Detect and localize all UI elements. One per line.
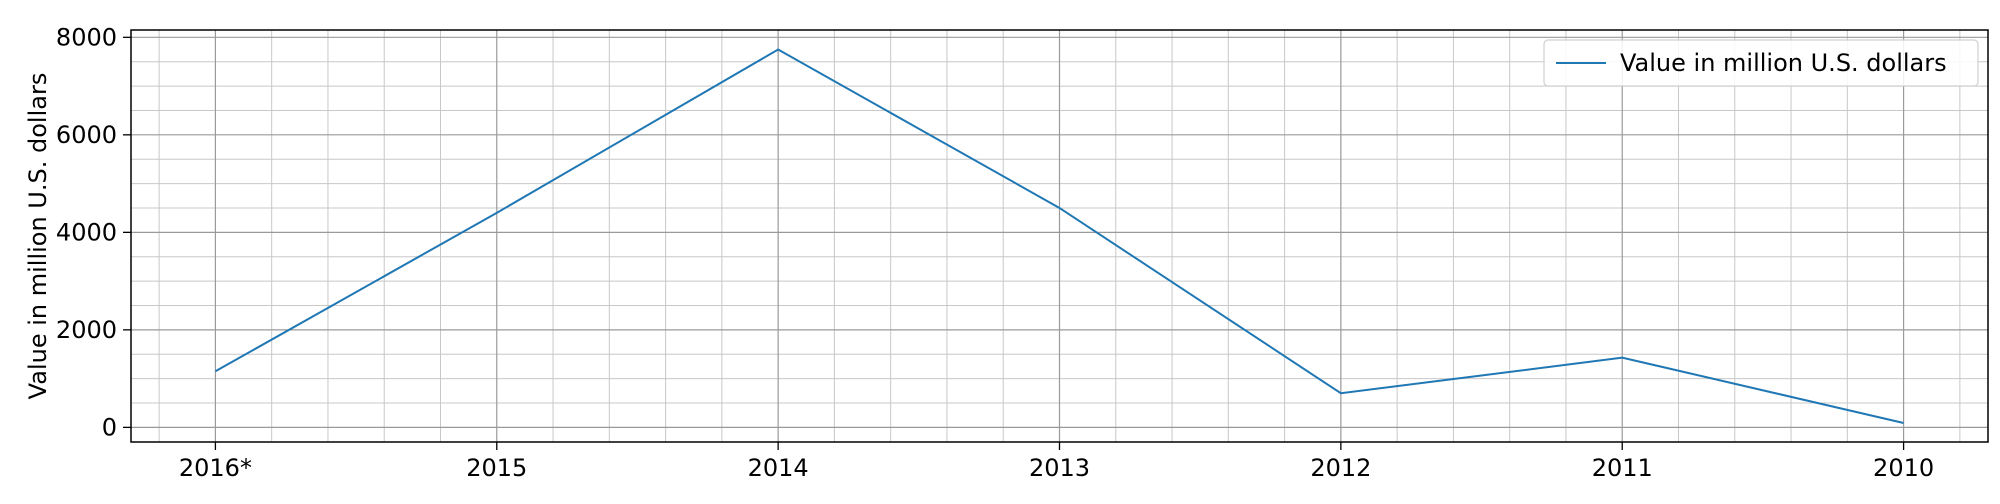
grid-lines <box>131 30 1988 442</box>
legend-label: Value in million U.S. dollars <box>1620 49 1947 77</box>
axes <box>123 29 1989 450</box>
y-tick-label: 0 <box>102 413 117 441</box>
legend-box <box>1543 39 1979 87</box>
tick-labels: 0 2000 4000 6000 8000 2016* 2015 2014 2013 2012 20… <box>56 23 1934 482</box>
y-tick-label: 2000 <box>56 316 117 344</box>
y-tick-label: 4000 <box>56 218 117 246</box>
x-tick-label: 2015 <box>466 454 527 482</box>
y-tick-label: 8000 <box>56 23 117 51</box>
series-lines <box>214 48 1904 424</box>
x-tick-label: 2013 <box>1029 454 1090 482</box>
y-axis-title: Value in million U.S. dollars <box>24 73 52 400</box>
x-tick-label: 2016* <box>179 454 252 482</box>
x-tick-label: 2011 <box>1592 454 1653 482</box>
x-tick-label: 2012 <box>1310 454 1371 482</box>
x-tick-label: 2014 <box>748 454 809 482</box>
series-line <box>214 48 1904 424</box>
y-tick-label: 6000 <box>56 121 117 149</box>
x-tick-label: 2010 <box>1873 454 1934 482</box>
legend: Value in million U.S. dollars <box>1543 39 1979 87</box>
